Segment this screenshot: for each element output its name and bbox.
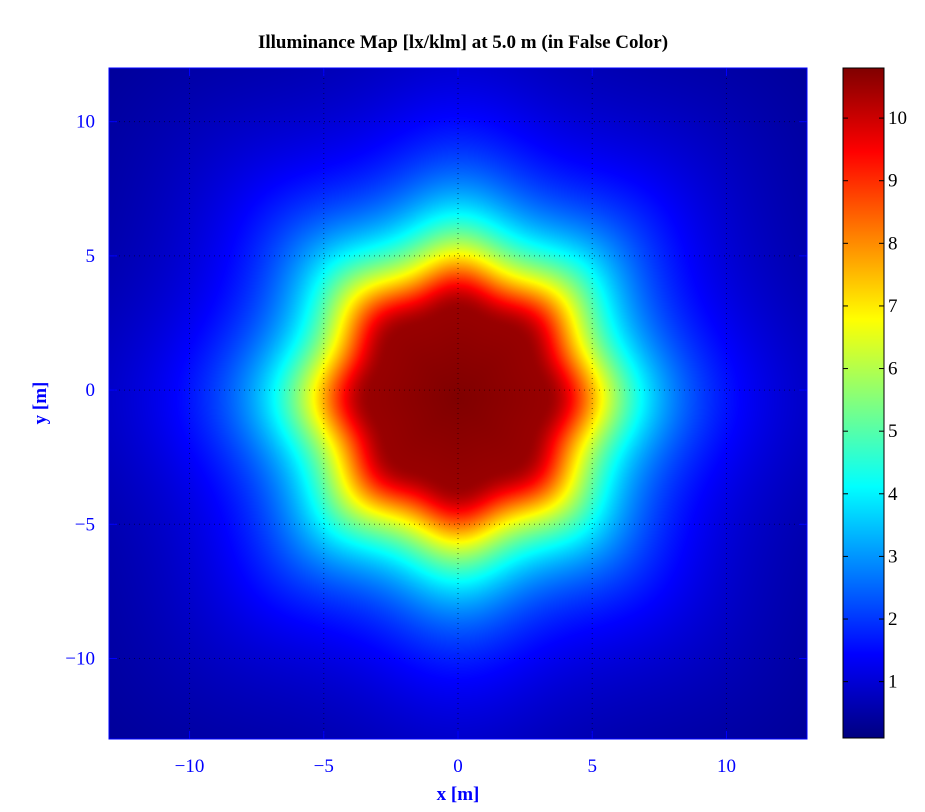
y-tick-label: −10 — [65, 648, 95, 669]
x-tick-labels: −10 −5 0 5 10 — [175, 756, 736, 777]
colorbar-bar — [842, 67, 885, 739]
colorbar-tick-label: 10 — [888, 108, 907, 129]
colorbar-tick-label: 8 — [888, 233, 898, 254]
y-tick-label: 5 — [86, 246, 96, 267]
x-tick-label: 10 — [717, 756, 736, 777]
heatmap-plot-area — [108, 67, 808, 740]
grid-lines — [109, 68, 807, 739]
x-tick-label: 5 — [587, 756, 597, 777]
chart-title: Illuminance Map [lx/klm] at 5.0 m (in Fa… — [258, 32, 668, 53]
y-tick-label: −5 — [75, 514, 95, 535]
plot-frame — [108, 67, 808, 740]
y-tick-label: 10 — [76, 112, 95, 133]
y-tick-label: 0 — [86, 380, 96, 401]
x-tick-label: −5 — [314, 756, 334, 777]
axis-ticks — [109, 68, 807, 739]
colorbar-tick-label: 1 — [888, 672, 898, 693]
colorbar-tick-label: 9 — [888, 171, 898, 192]
colorbar-tick-label: 4 — [888, 484, 898, 505]
colorbar-tick-label: 2 — [888, 609, 898, 630]
y-axis-label: y [m] — [30, 382, 51, 425]
x-tick-label: 0 — [453, 756, 463, 777]
colorbar-tick-label: 6 — [888, 359, 898, 380]
y-tick-labels: −10 −5 0 5 10 — [65, 112, 95, 670]
x-tick-label: −10 — [175, 756, 205, 777]
colorbar-tick-label: 7 — [888, 296, 898, 317]
colorbar-tick-label: 5 — [888, 421, 898, 442]
colorbar-ticks: 1 2 3 4 5 6 7 8 9 10 — [843, 108, 907, 693]
x-axis-label: x [m] — [437, 784, 480, 805]
colorbar-tick-label: 3 — [888, 546, 898, 567]
colorbar: 1 2 3 4 5 6 7 8 9 10 — [842, 67, 907, 739]
